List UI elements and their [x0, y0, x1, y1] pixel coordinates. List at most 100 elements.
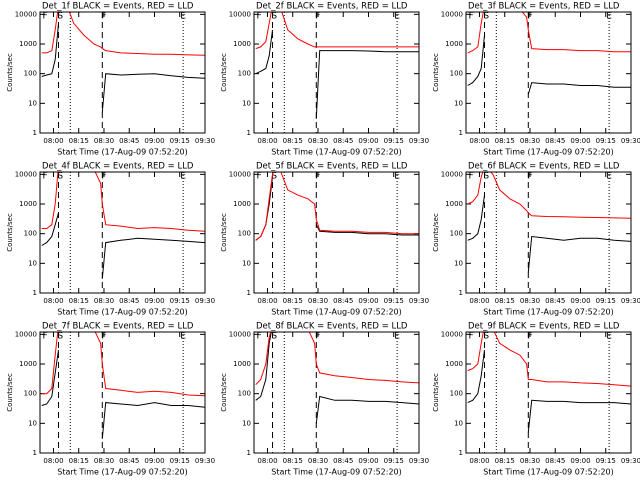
- annotation: F: [315, 12, 320, 22]
- series-line: [41, 12, 205, 56]
- plot-frame: [39, 171, 206, 294]
- annotation: S: [271, 332, 277, 342]
- x-axis-label: Start Time (17-Aug-09 07:52:20): [271, 468, 402, 477]
- panel: Det_3f BLACK = Events, RED = LLD Start Ti…: [432, 2, 640, 157]
- panel-title: Det_9f BLACK = Events, RED = LLD: [468, 322, 620, 332]
- y-tick-label: 10: [28, 419, 37, 427]
- x-tick-label: 08:15: [283, 297, 303, 305]
- x-tick-label: 08:00: [43, 297, 63, 305]
- annotation: E: [606, 172, 612, 182]
- x-axis-label: Start Time (17-Aug-09 07:52:20): [483, 308, 614, 317]
- annotation: S: [271, 172, 277, 182]
- annotation: E: [606, 332, 612, 342]
- x-tick-label: 09:30: [621, 297, 640, 305]
- y-tick-label: 100: [238, 390, 251, 398]
- y-tick-label: 10: [454, 99, 463, 107]
- x-tick-label: 09:15: [384, 297, 404, 305]
- y-axis-label: Counts/sec: [6, 373, 14, 412]
- plot-frame: [465, 171, 632, 294]
- annotation: F: [101, 332, 106, 342]
- x-tick-label: 09:15: [596, 457, 616, 465]
- x-tick-label: 09:15: [384, 137, 404, 145]
- x-tick-label: 09:15: [170, 457, 190, 465]
- y-axis-label: Counts/sec: [432, 373, 440, 412]
- x-tick-label: 09:30: [195, 297, 215, 305]
- x-tick-label: 08:15: [283, 137, 303, 145]
- y-tick-label: 10000: [441, 170, 463, 178]
- y-axis-label: Counts/sec: [432, 53, 440, 92]
- y-tick-label: 100: [24, 70, 37, 78]
- x-tick-label: 09:15: [596, 297, 616, 305]
- annotation: F: [527, 332, 532, 342]
- x-tick-label: 08:30: [308, 137, 328, 145]
- y-tick-label: 10000: [15, 10, 37, 18]
- panel-title: Det_4f BLACK = Events, RED = LLD: [42, 162, 194, 172]
- x-tick-label: 09:00: [570, 137, 590, 145]
- panel-title: Det_8f BLACK = Events, RED = LLD: [256, 322, 408, 332]
- panel: Det_2f BLACK = Events, RED = LLD Start Ti…: [220, 2, 429, 157]
- y-tick-label: 10: [454, 419, 463, 427]
- y-tick-label: 1: [33, 449, 37, 457]
- y-tick-label: 10: [242, 99, 251, 107]
- y-tick-label: 1000: [445, 40, 463, 48]
- y-tick-label: 1: [247, 129, 251, 137]
- x-tick-label: 08:45: [119, 297, 139, 305]
- x-tick-label: 08:45: [333, 457, 353, 465]
- x-tick-label: 08:30: [94, 457, 114, 465]
- annotation: F: [256, 12, 261, 22]
- x-tick-label: 08:15: [495, 137, 515, 145]
- plot-frame: [253, 171, 420, 294]
- annotation: E: [394, 12, 400, 22]
- panel-title: Det_1f BLACK = Events, RED = LLD: [42, 2, 194, 12]
- series-line: [467, 332, 631, 387]
- series-line: [41, 23, 205, 113]
- x-tick-label: 08:30: [94, 137, 114, 145]
- x-tick-label: 08:45: [545, 137, 565, 145]
- annotation: F: [42, 172, 47, 182]
- plot-frame: [39, 331, 206, 454]
- plot-frame: [39, 11, 206, 134]
- y-tick-label: 100: [24, 390, 37, 398]
- y-tick-label: 1000: [19, 40, 37, 48]
- annotation: F: [527, 172, 532, 182]
- plot-frame: [253, 11, 420, 134]
- x-tick-label: 09:30: [621, 137, 640, 145]
- x-tick-label: 09:00: [358, 137, 378, 145]
- annotation: E: [180, 12, 186, 22]
- x-tick-label: 08:45: [333, 137, 353, 145]
- x-tick-label: 08:30: [308, 297, 328, 305]
- annotation: S: [57, 332, 63, 342]
- x-tick-label: 08:00: [469, 137, 489, 145]
- x-axis-label: Start Time (17-Aug-09 07:52:20): [271, 148, 402, 157]
- annotation: F: [468, 332, 473, 342]
- series-line: [255, 172, 419, 241]
- y-tick-label: 10: [242, 259, 251, 267]
- annotation: F: [42, 332, 47, 342]
- series-line: [467, 35, 631, 95]
- series-line: [467, 349, 631, 433]
- panel-title: Det_5f BLACK = Events, RED = LLD: [256, 162, 408, 172]
- panel: Det_7f BLACK = Events, RED = LLD Start Ti…: [6, 322, 215, 477]
- y-tick-label: 10000: [15, 330, 37, 338]
- y-tick-label: 100: [24, 230, 37, 238]
- x-tick-label: 08:15: [69, 297, 89, 305]
- y-axis-label: Counts/sec: [6, 213, 14, 252]
- y-tick-label: 1: [247, 289, 251, 297]
- series-line: [255, 29, 419, 119]
- x-tick-label: 09:15: [596, 137, 616, 145]
- x-axis-label: Start Time (17-Aug-09 07:52:20): [483, 148, 614, 157]
- x-tick-label: 09:00: [570, 297, 590, 305]
- x-tick-label: 09:30: [195, 457, 215, 465]
- y-tick-label: 1: [459, 289, 463, 297]
- y-tick-label: 100: [238, 230, 251, 238]
- y-tick-label: 1: [33, 289, 37, 297]
- x-tick-label: 08:45: [119, 137, 139, 145]
- annotation: F: [256, 332, 261, 342]
- panel: Det_6f BLACK = Events, RED = LLD Start Ti…: [432, 162, 640, 317]
- annotation: S: [57, 172, 63, 182]
- x-tick-label: 09:00: [144, 297, 164, 305]
- panel: Det_5f BLACK = Events, RED = LLD Start Ti…: [220, 162, 429, 317]
- panel: Det_8f BLACK = Events, RED = LLD Start Ti…: [220, 322, 429, 477]
- y-tick-label: 10000: [229, 330, 251, 338]
